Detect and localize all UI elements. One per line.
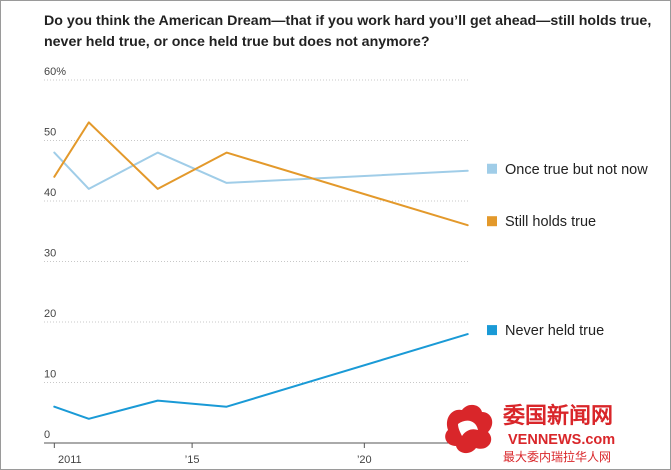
series-line xyxy=(53,121,469,227)
dragon-logo-icon xyxy=(445,404,493,454)
x-tick-label: ’15 xyxy=(185,454,200,466)
legend-label: Still holds true xyxy=(505,214,596,230)
x-tick-label: ’20 xyxy=(357,454,372,466)
watermark-name: 委国新闻网 xyxy=(503,403,613,429)
legend-label: Never held true xyxy=(505,323,604,339)
legend-swatch xyxy=(487,216,497,227)
y-tick-label: 30 xyxy=(44,248,56,260)
series-line xyxy=(53,151,469,190)
y-tick-label: 20 xyxy=(44,308,56,320)
y-tick-label: 50 xyxy=(44,127,56,139)
y-tick-label: 40 xyxy=(44,187,56,199)
y-tick-label: 10 xyxy=(44,369,56,381)
watermark-slogan: 最大委内瑞拉华人网 xyxy=(503,449,611,464)
legend-label: Once true but not now xyxy=(505,162,648,178)
vennews-watermark: 委国新闻网 VENNEWS.com 最大委内瑞拉华人网 xyxy=(445,403,615,464)
chart-title: Do you think the American Dream—that if … xyxy=(44,13,652,50)
x-tick-label: 2011 xyxy=(58,454,82,466)
y-tick-label: 0 xyxy=(44,429,50,441)
watermark-domain: VENNEWS.com xyxy=(508,432,615,448)
legend-swatch xyxy=(487,163,497,174)
legend-swatch xyxy=(487,325,497,336)
y-tick-label: 60% xyxy=(44,66,66,78)
series-line xyxy=(53,333,469,420)
